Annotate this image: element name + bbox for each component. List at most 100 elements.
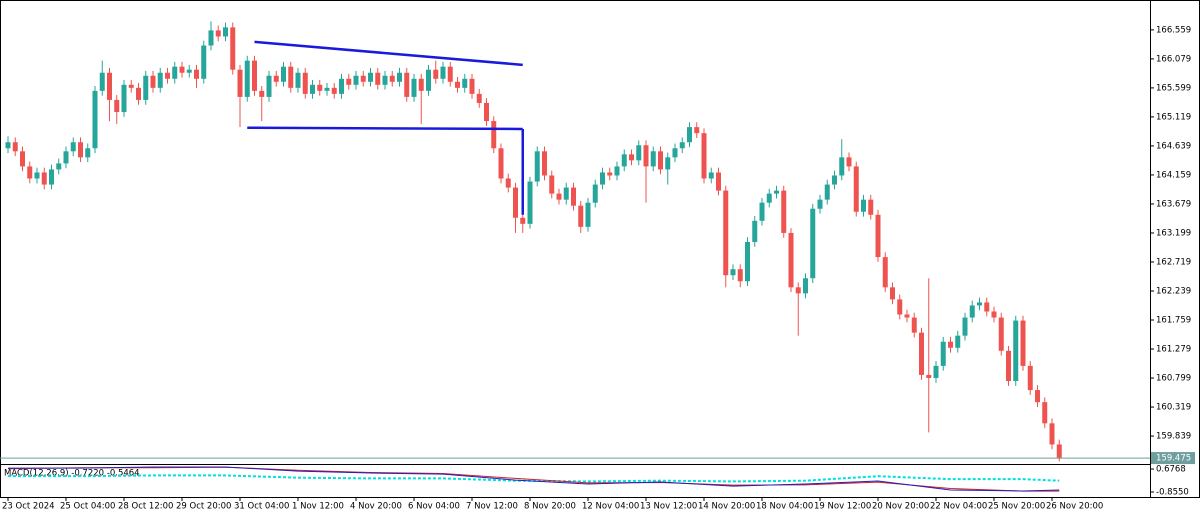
candle-body	[977, 302, 982, 306]
macd-line	[8, 474, 1060, 483]
candle-body	[382, 75, 388, 85]
x-tick-label: 22 Nov 04:00	[930, 502, 987, 512]
candle-body	[1049, 423, 1055, 445]
candle-body	[571, 187, 576, 206]
candle-body	[498, 148, 504, 179]
candle-body	[5, 142, 11, 149]
candle-body	[194, 69, 199, 79]
candle-body	[121, 84, 127, 113]
candle-body	[846, 157, 852, 167]
candle-body	[969, 305, 975, 318]
candle-body	[107, 72, 112, 100]
y-tick-label: 164.159	[1156, 170, 1191, 180]
candle-body	[861, 199, 866, 212]
y-tick-label: 160.319	[1156, 403, 1191, 413]
candle-body	[433, 69, 439, 79]
candle-body	[737, 269, 743, 282]
y-tick-label: 166.079	[1156, 54, 1191, 64]
candle-body	[244, 60, 250, 97]
candle-body	[114, 99, 120, 113]
candle-body	[1056, 444, 1062, 459]
candle-body	[259, 90, 265, 97]
candle-body	[795, 287, 801, 294]
y-tick-label: 162.719	[1156, 257, 1191, 267]
x-tick-label: 31 Oct 04:00	[234, 502, 289, 512]
candle-body	[940, 341, 946, 366]
candle-body	[911, 317, 917, 333]
candle-body	[774, 190, 779, 194]
last-price-box	[1151, 452, 1195, 465]
y-tick-label: 166.559	[1156, 25, 1191, 35]
candle-body	[824, 184, 830, 200]
y-tick-label: 165.119	[1156, 112, 1191, 122]
candle-body	[788, 232, 794, 288]
candle-body	[578, 205, 584, 227]
candle-body	[679, 142, 685, 149]
y-tick-label: 164.639	[1156, 141, 1191, 151]
candle-body	[469, 78, 475, 94]
candle-body	[948, 341, 953, 348]
candle-body	[534, 151, 540, 182]
x-tick-label: 28 Oct 12:00	[118, 502, 173, 512]
candle-body	[542, 151, 547, 176]
candle-body	[803, 278, 808, 294]
candle-body	[172, 66, 178, 79]
candle-body	[208, 30, 214, 46]
candle-body	[991, 311, 997, 318]
candle-body	[360, 75, 366, 82]
candle-body	[273, 75, 279, 82]
candle-body	[49, 169, 54, 185]
x-tick-label: 29 Oct 20:00	[176, 502, 231, 512]
candle-body	[78, 142, 83, 158]
candle-body	[708, 172, 714, 179]
candle-body	[730, 269, 736, 276]
candle-body	[353, 75, 359, 85]
candle-body	[157, 72, 163, 88]
y-tick-label: 161.759	[1156, 316, 1191, 326]
last-price-label: 159.475	[1156, 454, 1191, 464]
frame	[0, 0, 1200, 498]
candle-body	[998, 317, 1004, 351]
candle-body	[491, 121, 497, 149]
candle-body	[527, 181, 533, 224]
x-tick-label: 8 Nov 20:00	[524, 502, 576, 512]
candle-body	[310, 84, 315, 94]
candle-body	[201, 45, 207, 79]
candle-body	[614, 166, 620, 176]
candle-body	[70, 142, 76, 152]
candle-body	[650, 151, 656, 167]
candle-body	[85, 148, 91, 158]
candle-body	[150, 75, 156, 88]
candle-body	[455, 81, 460, 88]
candle-body	[926, 374, 932, 378]
candle-body	[1020, 320, 1026, 366]
candle-body	[324, 87, 330, 91]
x-tick-label: 1 Nov 12:00	[292, 502, 344, 512]
candle-body	[585, 202, 591, 227]
candle-body	[984, 302, 990, 312]
y-tick-label: 160.799	[1156, 374, 1191, 384]
candle-body	[295, 72, 301, 88]
candle-body	[128, 84, 134, 88]
candle-body	[933, 365, 939, 378]
candle-body	[223, 27, 228, 37]
candle-body	[411, 78, 417, 97]
candle-body	[687, 127, 692, 143]
candle-body	[92, 90, 98, 149]
candle-body	[563, 187, 569, 200]
candle-body	[179, 66, 185, 73]
candle-body	[418, 78, 424, 91]
candle-body	[890, 287, 895, 300]
candle-body	[317, 84, 323, 91]
candle-body	[12, 142, 18, 152]
candle-body	[658, 151, 663, 170]
x-tick-label: 14 Nov 20:00	[698, 502, 755, 512]
candle-body	[368, 72, 373, 82]
candle-body	[389, 75, 395, 82]
candle-body	[404, 72, 410, 97]
macd-y-tick-label: 0.6768	[1156, 465, 1186, 475]
candle-body	[766, 193, 772, 203]
macd-line	[8, 466, 1060, 492]
candle-body	[505, 178, 511, 188]
